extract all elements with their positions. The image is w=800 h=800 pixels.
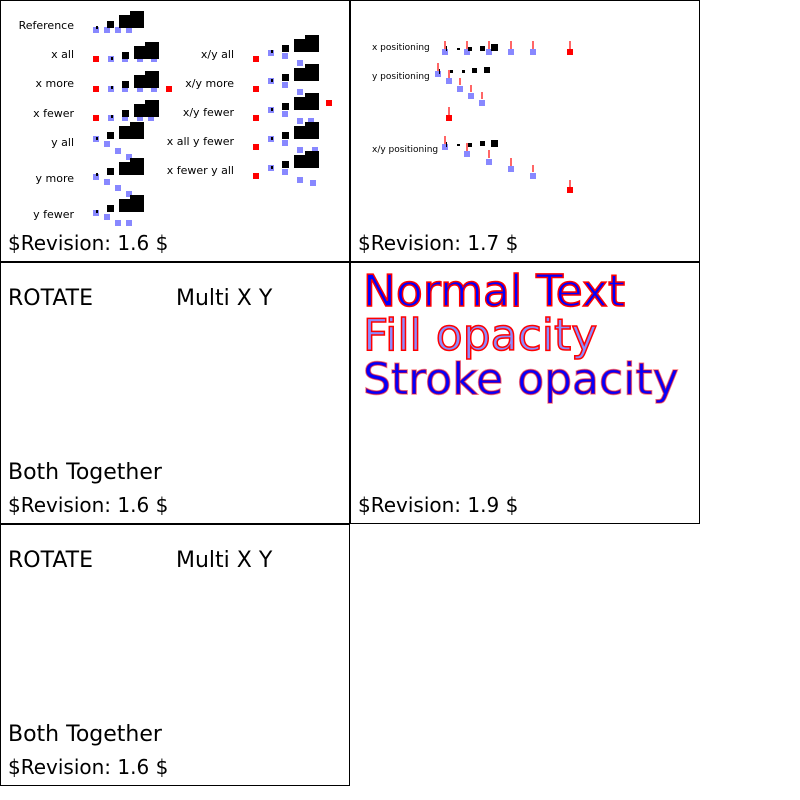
- label-reference: Reference: [18, 19, 74, 32]
- label-x-all: x all: [51, 48, 74, 61]
- label-x-more: x more: [35, 77, 75, 90]
- label-y-more: y more: [35, 172, 75, 185]
- text-positioning-test-panel: Reference x all x more x fewer y all y m…: [0, 0, 350, 262]
- rotate-test-panel-2: ROTATE Multi X Y Both Together $Revision…: [0, 524, 350, 786]
- label-y-positioning: y positioning: [372, 72, 430, 82]
- normal-text: Normal Text: [362, 265, 626, 318]
- opacity-test-panel: Normal Text Fill opacity Stroke opacity …: [350, 262, 700, 524]
- revision-label: $Revision: 1.6 $: [8, 231, 169, 255]
- label-x-fewer-y-all: x fewer y all: [166, 164, 234, 177]
- both-together-text: Both Together: [8, 460, 162, 485]
- label-y-all: y all: [51, 136, 74, 149]
- label-xy-more: x/y more: [185, 77, 234, 90]
- label-x-fewer: x fewer: [33, 107, 74, 120]
- fill-opacity-text: Fill opacity: [362, 309, 598, 362]
- label-xy-fewer: x/y fewer: [182, 106, 234, 119]
- rotate-text: ROTATE: [8, 286, 94, 311]
- rotate-test-panel: ROTATE Multi X Y Both Together $Revision…: [0, 262, 350, 524]
- stroke-opacity-text: Stroke opacity: [362, 353, 679, 406]
- glyph-positioning-test-panel: x positioning y positioning x/y position…: [350, 0, 700, 262]
- label-xy-positioning: x/y positioning: [372, 145, 439, 155]
- label-xy-all: x/y all: [200, 48, 234, 61]
- both-together-text: Both Together: [8, 722, 162, 747]
- revision-label: $Revision: 1.7 $: [358, 231, 519, 255]
- label-x-positioning: x positioning: [372, 43, 430, 53]
- glyph-markers: [93, 11, 332, 226]
- multi-xy-text: Multi X Y: [176, 548, 273, 573]
- rotate-text: ROTATE: [8, 548, 94, 573]
- revision-label: $Revision: 1.6 $: [8, 493, 169, 517]
- label-y-fewer: y fewer: [33, 208, 74, 221]
- positioning-markers: [435, 41, 573, 193]
- multi-xy-text: Multi X Y: [176, 286, 273, 311]
- revision-label: $Revision: 1.6 $: [8, 755, 169, 779]
- label-x-all-y-fewer: x all y fewer: [166, 135, 234, 148]
- revision-label: $Revision: 1.9 $: [358, 493, 519, 517]
